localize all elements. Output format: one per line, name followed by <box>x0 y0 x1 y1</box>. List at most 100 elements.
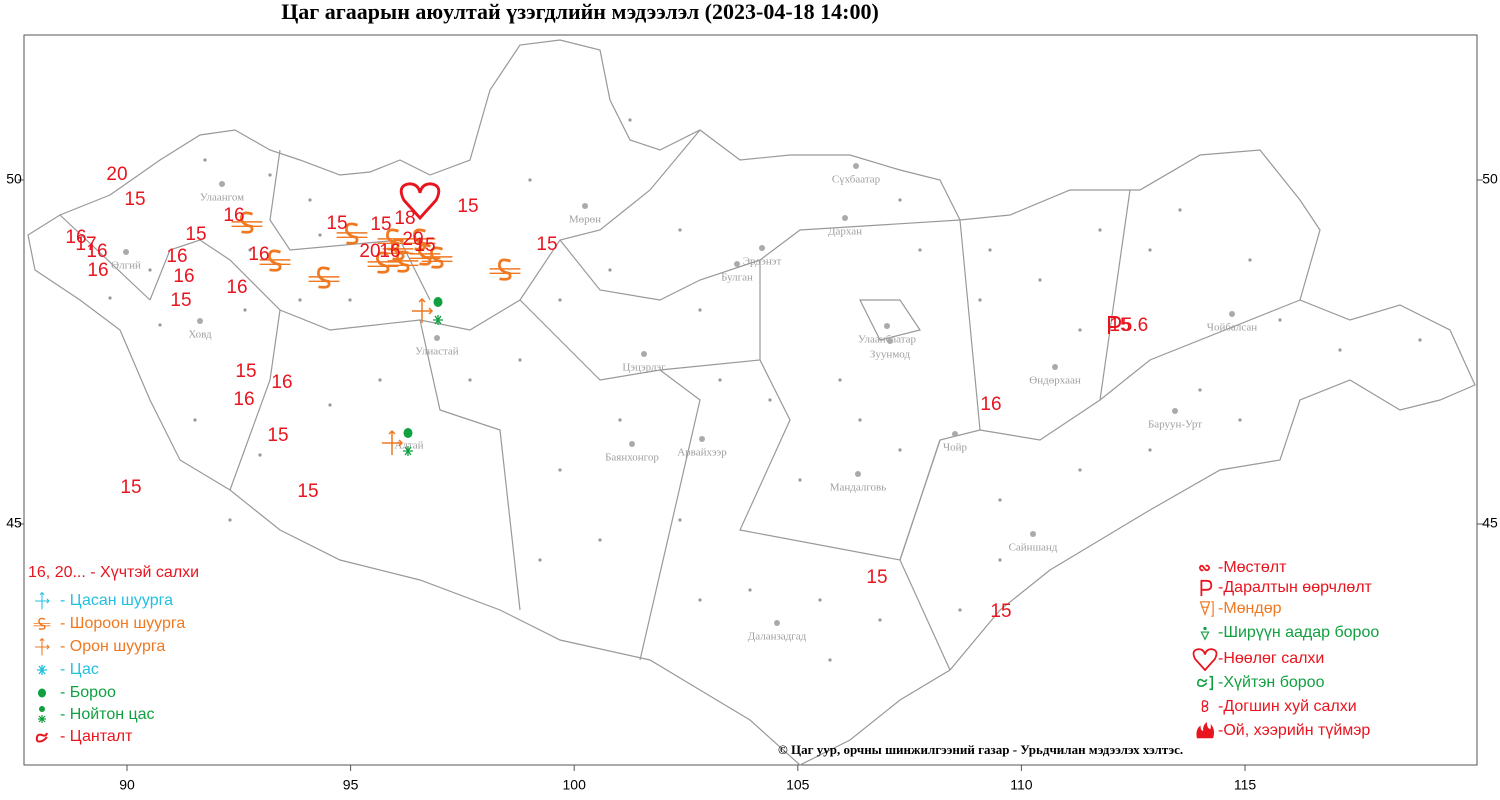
soum-dot <box>598 538 602 542</box>
wind-speed: 17 <box>75 234 96 255</box>
dust-storm-symbol <box>382 238 414 261</box>
foehn-symbol <box>1192 648 1218 672</box>
shower-tri <box>1200 631 1210 641</box>
x-tick-label: 90 <box>119 777 135 793</box>
legend-right-label: -Ширүүн аадар бороо <box>1218 624 1379 641</box>
wind-speed: 15 <box>1109 315 1130 336</box>
city-dot <box>699 436 705 442</box>
x-tick-label: 110 <box>1010 777 1033 793</box>
dust-storm-symbol <box>489 258 521 281</box>
fire-flame <box>1196 722 1214 739</box>
icing-wave <box>1198 564 1211 572</box>
wind-speed: 15 <box>414 235 435 256</box>
storm-symbol <box>412 297 434 323</box>
city-label: Сайншанд <box>1009 542 1058 554</box>
wind-speed: 15 <box>536 234 557 255</box>
soum-dot <box>268 173 272 177</box>
city-dot <box>219 181 225 187</box>
y-tick-label-right: 50 <box>1482 171 1498 187</box>
soum-dot <box>193 418 197 422</box>
city-label: Баруун-Урт <box>1148 419 1202 431</box>
map-frame <box>23 34 1478 766</box>
rain-symbol <box>433 297 443 307</box>
boundaries <box>27 39 1476 766</box>
dust-s <box>413 228 427 251</box>
soum-dot <box>148 268 152 272</box>
legend-left-label: - Цанталт <box>60 728 133 745</box>
wind-speed: 15 <box>457 196 478 217</box>
soum-dot <box>1038 278 1042 282</box>
city-dot <box>853 163 859 169</box>
wind-speed: 15 <box>120 477 141 498</box>
soum-dot <box>243 308 247 312</box>
wind-speed: 15 <box>326 213 347 234</box>
x-tick-label: 115 <box>1234 777 1257 793</box>
soum-dot <box>698 308 702 312</box>
wind-speed: 16 <box>233 389 254 410</box>
soum-dot <box>558 298 562 302</box>
dust-s <box>391 238 405 261</box>
dust-s <box>240 211 254 234</box>
soum-dot <box>798 478 802 482</box>
city-label: Улаанбаатар <box>858 334 917 346</box>
city-label: Улиастай <box>415 346 459 358</box>
wet-star <box>38 715 46 723</box>
dust-s <box>317 266 331 289</box>
snow-star <box>403 446 413 456</box>
shower-symbol <box>1200 626 1210 641</box>
wind-speed: 16 <box>223 205 244 226</box>
city-dot <box>884 323 890 329</box>
dust-storm-symbol <box>259 249 291 272</box>
hail-tri <box>1199 601 1214 617</box>
snow-star <box>37 665 47 675</box>
city-dot <box>582 203 588 209</box>
wind-speed: 16 <box>65 227 86 248</box>
storm-cross <box>382 429 404 455</box>
dust-bar <box>421 256 453 263</box>
legend-right-label: -Хүйтэн бороо <box>1218 674 1325 691</box>
tornado-symbol <box>1201 700 1209 713</box>
dust-bar <box>308 276 340 283</box>
wet-dot <box>39 706 45 712</box>
glaze-symbol <box>35 732 48 743</box>
city-label: Булган <box>721 272 753 284</box>
wind-speed: 15 <box>124 189 145 210</box>
legend-right-label: -Догшин хуй салхи <box>1218 698 1357 715</box>
icing-symbol <box>1198 564 1211 572</box>
city-dot <box>629 441 635 447</box>
soum-dot <box>348 298 352 302</box>
map-layer: 90 95 100 105 110 115 45 45 50 50 Улаангом Өлгий Хов… <box>6 163 1498 793</box>
city-label: Баянхонгор <box>605 452 659 464</box>
pressure-symbol <box>1200 579 1213 597</box>
soum-dot <box>298 298 302 302</box>
rain-dot <box>433 297 443 307</box>
dust-s <box>376 251 390 274</box>
soum-dot <box>258 453 262 457</box>
wind-speed: 15 <box>267 425 288 446</box>
legend-left-label: - Цас <box>60 661 99 678</box>
dust-storm-symbol <box>421 246 453 269</box>
soum-dot <box>988 248 992 252</box>
city-label: Чойбалсан <box>1207 322 1257 334</box>
city-label: Улаангом <box>200 192 244 204</box>
city-dot <box>759 245 765 251</box>
foehn-heart <box>1192 648 1218 672</box>
dust-s <box>268 249 282 272</box>
dust-bar <box>231 221 263 228</box>
city-label: Даланзадгад <box>748 631 807 643</box>
wind-speed: 15 <box>370 214 391 235</box>
soum-dot <box>308 198 312 202</box>
foehn-symbol <box>399 182 441 221</box>
legend-right-label: -Мөстөлт <box>1218 559 1287 576</box>
soum-dot <box>748 588 752 592</box>
soum-dot <box>318 233 322 237</box>
y-tick-label: 45 <box>6 515 22 531</box>
dust-bar <box>33 623 51 627</box>
soum-dot <box>1278 318 1282 322</box>
dust-s <box>498 258 512 281</box>
snow-star <box>433 315 443 325</box>
soum-dot <box>1078 468 1082 472</box>
dust-s <box>430 246 444 269</box>
dust-s <box>345 222 359 245</box>
city-label: Мөрөн <box>569 214 601 226</box>
